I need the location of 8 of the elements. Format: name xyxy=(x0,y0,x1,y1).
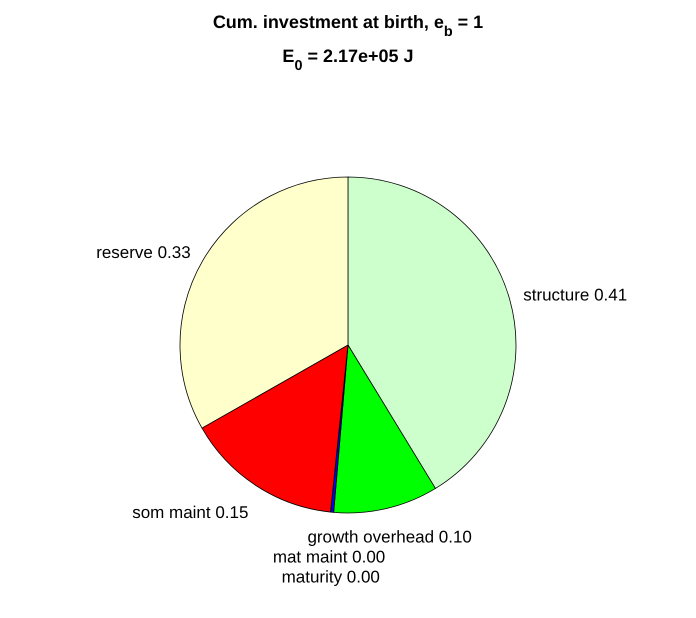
chart-subtitle: E$_{0}$ = 2.17e+05 J xyxy=(282,46,414,74)
slice-label: growth overhead 0.10 xyxy=(307,528,472,547)
slice-label: structure 0.41 xyxy=(523,285,628,304)
category-label: mat maint 0.00 xyxy=(272,548,386,567)
chart-title: Cum. investment at birth, e$_{b}$ = 1 xyxy=(212,12,484,40)
slice-label: maturity 0.00 xyxy=(282,568,380,587)
slice-label: reserve 0.33 xyxy=(96,242,191,262)
slice-label: som maint 0.15 xyxy=(132,502,248,522)
